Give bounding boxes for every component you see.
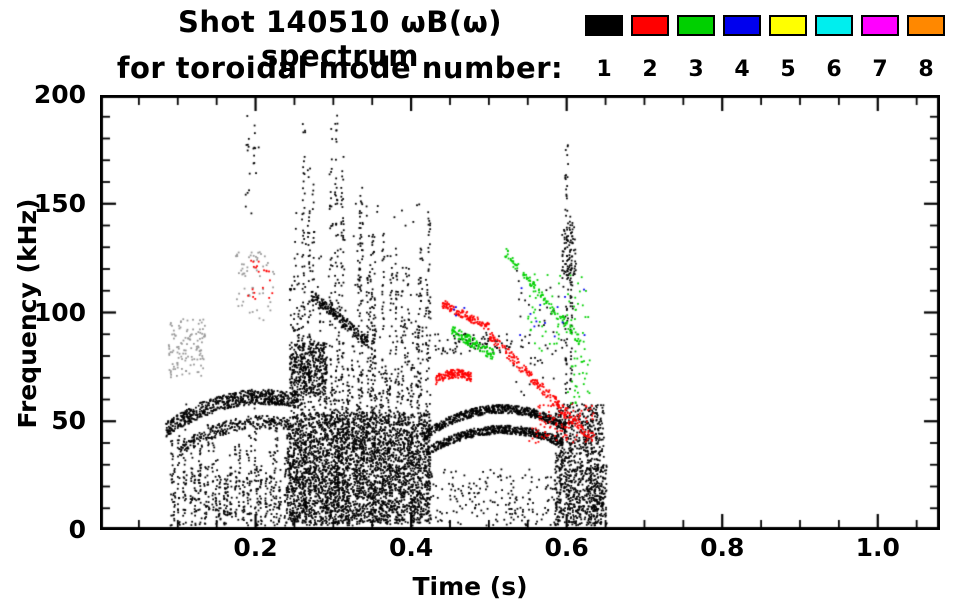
legend-swatch [585, 15, 623, 36]
legend-number: 5 [780, 57, 796, 82]
y-axis-tick-labels: 0 50 100 150 200 [0, 81, 92, 544]
y-tick-label: 0 [68, 515, 86, 544]
legend-swatch [907, 15, 945, 36]
legend-swatch [861, 15, 899, 36]
legend-swatch [631, 15, 669, 36]
y-tick-label: 50 [51, 406, 86, 436]
x-tick-label: 1.0 [855, 533, 900, 562]
chart-subtitle: for toroidal mode number: [116, 51, 564, 85]
legend-swatch [769, 15, 807, 36]
legend-numbers: 1 2 3 4 5 6 7 8 [585, 57, 945, 82]
x-tick-label: 0.6 [544, 533, 589, 562]
legend-number: 2 [642, 57, 658, 82]
legend-number: 8 [918, 57, 934, 82]
legend-swatches [585, 15, 945, 36]
legend-swatch [815, 15, 853, 36]
legend-number: 6 [826, 57, 842, 82]
x-axis-label: Time (s) [412, 572, 528, 601]
legend-number: 7 [872, 57, 888, 82]
x-axis-tick-labels: 0.2 0.4 0.6 0.8 1.0 [100, 534, 940, 564]
y-tick-label: 100 [33, 297, 86, 327]
y-tick-label: 200 [33, 80, 86, 109]
legend-swatch [677, 15, 715, 36]
chart-title: Shot 140510 ωB(ω) spectrum [177, 5, 503, 73]
legend-number: 1 [596, 57, 612, 82]
plot-canvas [100, 95, 940, 530]
legend-swatch [723, 15, 761, 36]
y-tick-label: 150 [33, 188, 86, 218]
x-tick-label: 0.2 [233, 533, 278, 562]
x-tick-label: 0.8 [700, 533, 745, 562]
legend-number: 4 [734, 57, 750, 82]
legend-number: 3 [688, 57, 704, 82]
x-tick-label: 0.4 [388, 533, 434, 562]
